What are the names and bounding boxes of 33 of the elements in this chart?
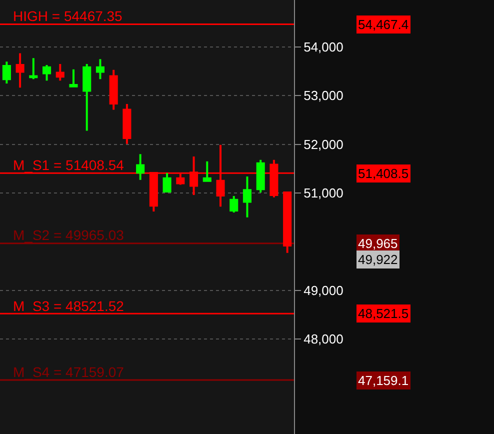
candlestick	[96, 58, 104, 80]
y-tick-label: 54,000	[304, 40, 344, 55]
text: 54,467.4	[358, 17, 409, 32]
candlestick	[202, 160, 212, 182]
candlestick	[56, 63, 64, 82]
candlestick	[122, 102, 132, 145]
text: 51,408.5	[358, 166, 409, 181]
y-tick-label: 49,000	[304, 282, 344, 298]
candlestick	[230, 194, 238, 214]
y-tick-label: 53,000	[304, 88, 344, 104]
text: 49,922	[358, 252, 398, 267]
candlestick	[283, 190, 292, 254]
candlestick	[242, 175, 252, 218]
candlestick	[29, 57, 38, 80]
text: 49,965	[358, 236, 398, 251]
y-tick-label: 51,000	[304, 186, 344, 201]
ref-line-label: M_S4 = 47159.07	[13, 364, 124, 380]
ref-line-label: M_S2 = 49965.03	[13, 227, 124, 243]
candlestick	[162, 172, 172, 193]
ref-line-label: M_S1 = 51408.54	[13, 157, 124, 173]
y-tick-label: 48,000	[304, 332, 344, 347]
candlestick	[2, 60, 11, 84]
candlestick	[82, 63, 92, 132]
candlestick	[42, 64, 52, 82]
candlestick	[256, 158, 265, 194]
candlestick	[136, 153, 145, 181]
text: 48,521.5	[358, 306, 409, 321]
candlestick	[109, 68, 118, 111]
candlestick	[69, 68, 78, 88]
candlestick	[16, 52, 24, 89]
text: 47,159.1	[358, 373, 409, 388]
y-tick-label: 52,000	[304, 136, 344, 152]
ref-line-label: HIGH = 54467.35	[13, 8, 123, 24]
